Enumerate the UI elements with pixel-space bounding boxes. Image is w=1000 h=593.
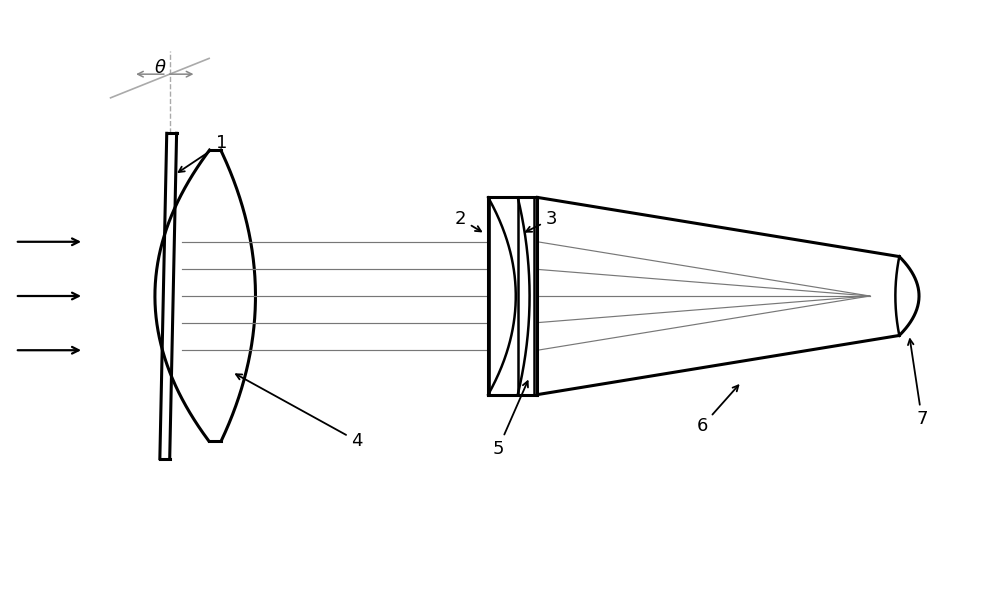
Text: 3: 3	[526, 210, 557, 232]
Text: 7: 7	[908, 339, 928, 428]
Text: 4: 4	[236, 374, 363, 450]
Text: 1: 1	[179, 134, 228, 172]
Text: $\theta$: $\theta$	[154, 59, 166, 77]
Text: 6: 6	[696, 385, 738, 435]
Text: 2: 2	[455, 210, 481, 231]
Text: 5: 5	[492, 381, 528, 458]
